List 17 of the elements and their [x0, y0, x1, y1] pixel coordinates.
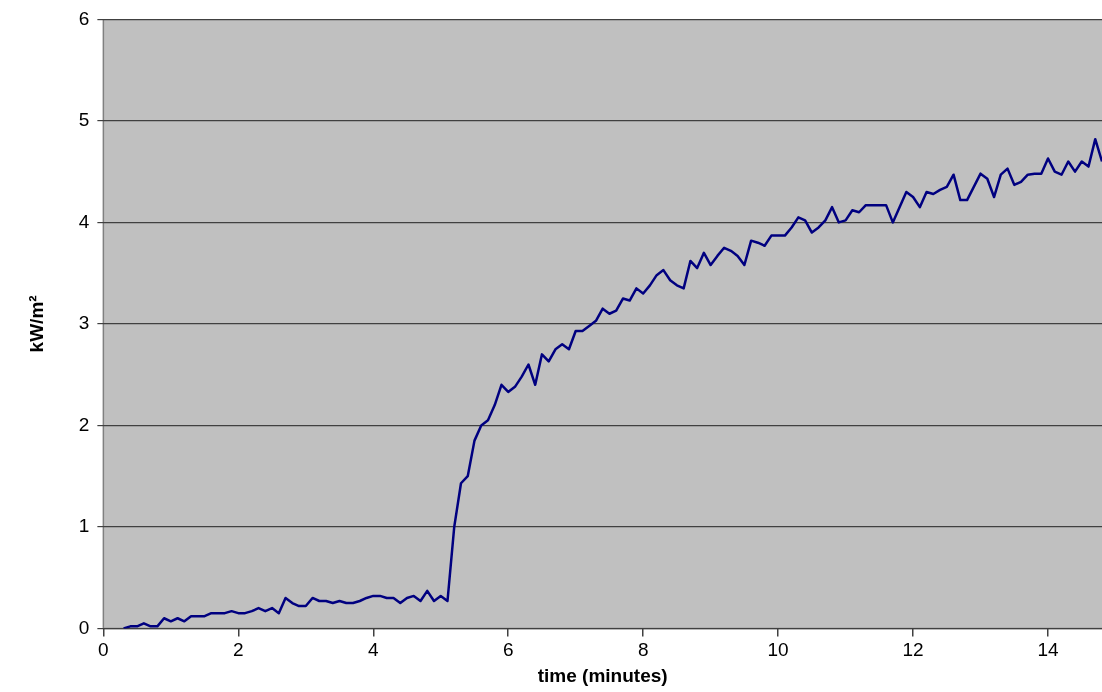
x-tick-label: 4 — [367, 639, 379, 661]
x-tick-label: 6 — [502, 639, 514, 661]
x-tick-label: 10 — [767, 639, 789, 661]
x-axis-title: time (minutes) — [537, 664, 668, 686]
y-tick-label: 3 — [78, 312, 90, 334]
y-axis-title: kW/m² — [25, 295, 47, 353]
y-tick-label: 2 — [78, 413, 90, 435]
y-tick-label: 5 — [78, 109, 90, 131]
y-tick-label: 6 — [78, 7, 90, 29]
x-tick-label: 8 — [637, 639, 649, 661]
x-tick-label: 12 — [902, 639, 924, 661]
y-tick-label: 0 — [78, 616, 90, 638]
x-tick-label: 0 — [98, 639, 109, 661]
y-tick-label: 1 — [78, 515, 90, 537]
x-tick-label: 14 — [1037, 639, 1060, 661]
y-tick-label: 4 — [78, 210, 90, 232]
x-tick-label: 2 — [233, 639, 244, 661]
